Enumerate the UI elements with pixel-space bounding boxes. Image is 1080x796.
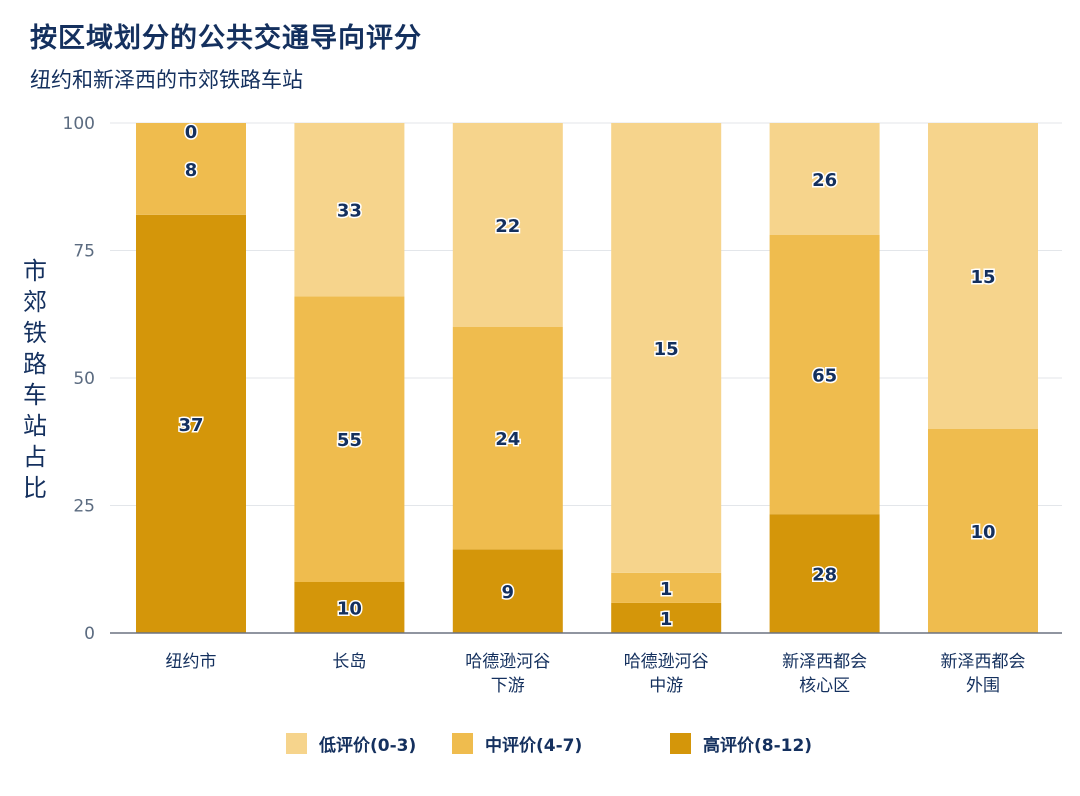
legend-swatch-high — [670, 732, 691, 754]
bar-segment — [452, 549, 563, 633]
chart-subtitle: 纽约和新泽西的市郊铁路车站 — [30, 68, 303, 92]
bar-segment — [611, 123, 722, 573]
data-label: 10 — [970, 522, 995, 543]
x-tick-label: 新泽西都会 — [782, 652, 867, 672]
data-label: 33 — [337, 201, 362, 222]
y-axis-label: 市郊铁路车站占比 — [23, 257, 47, 502]
data-label: 1 — [660, 579, 673, 600]
bar-segment — [294, 582, 405, 633]
legend: 低评价(0-3) 中评价(4-7) 高评价(8-12) — [0, 728, 1080, 758]
chart-title: 按区域划分的公共交通导向评分 — [30, 23, 422, 54]
data-label: 26 — [812, 170, 837, 191]
y-tick-label: 25 — [73, 497, 95, 517]
x-tick-label: 哈德逊河谷 — [624, 652, 709, 672]
data-label: 55 — [337, 430, 362, 451]
y-tick-label: 50 — [73, 369, 95, 389]
data-label: 28 — [812, 565, 837, 586]
data-label: 37 — [178, 415, 203, 436]
x-tick-label: 纽约市 — [166, 652, 217, 672]
data-label: 65 — [812, 365, 837, 386]
x-tick-label: 中游 — [649, 676, 683, 696]
legend-swatch-mid — [452, 732, 473, 754]
legend-label-high: 高评价(8-12) — [703, 735, 813, 756]
bar-segment — [452, 327, 563, 550]
data-label: 1 — [660, 609, 673, 630]
legend-item-high[interactable]: 高评价(8-12) — [670, 728, 812, 758]
y-tick-label: 100 — [63, 114, 95, 134]
x-tick-label: 外围 — [966, 676, 1000, 696]
x-tick-label: 核心区 — [799, 676, 850, 696]
bar-segment — [611, 602, 722, 633]
x-tick-label: 新泽西都会 — [941, 652, 1026, 672]
bar-segment — [294, 296, 405, 582]
legend-item-low[interactable]: 低评价(0-3) — [286, 728, 416, 758]
data-label: 10 — [337, 599, 362, 620]
legend-label-mid: 中评价(4-7) — [485, 735, 583, 756]
bar-segment — [769, 514, 880, 633]
bar-segment — [928, 429, 1038, 633]
legend-item-mid[interactable]: 中评价(4-7) — [452, 728, 582, 758]
legend-label-low: 低评价(0-3) — [319, 735, 417, 756]
x-tick-label: 长岛 — [332, 652, 366, 672]
data-label: 15 — [970, 267, 995, 288]
y-tick-label: 0 — [84, 624, 95, 644]
bar-segment — [452, 123, 563, 327]
data-label: 9 — [502, 582, 515, 603]
data-label: 0 — [185, 122, 198, 143]
data-label: 8 — [185, 160, 198, 181]
bar-segment — [769, 234, 880, 515]
bar-segment — [611, 572, 722, 603]
data-label: 24 — [495, 429, 520, 450]
bar-segment — [769, 123, 880, 235]
x-tick-label: 下游 — [491, 676, 525, 696]
bar-segment — [294, 123, 405, 297]
legend-swatch-low — [286, 732, 307, 754]
data-label: 22 — [495, 216, 520, 237]
bar-segment — [928, 123, 1038, 429]
y-tick-label: 75 — [73, 242, 95, 262]
x-tick-label: 哈德逊河谷 — [465, 652, 550, 672]
data-label: 15 — [654, 339, 679, 360]
bar-segment — [136, 214, 246, 634]
bar-segment — [136, 123, 246, 215]
